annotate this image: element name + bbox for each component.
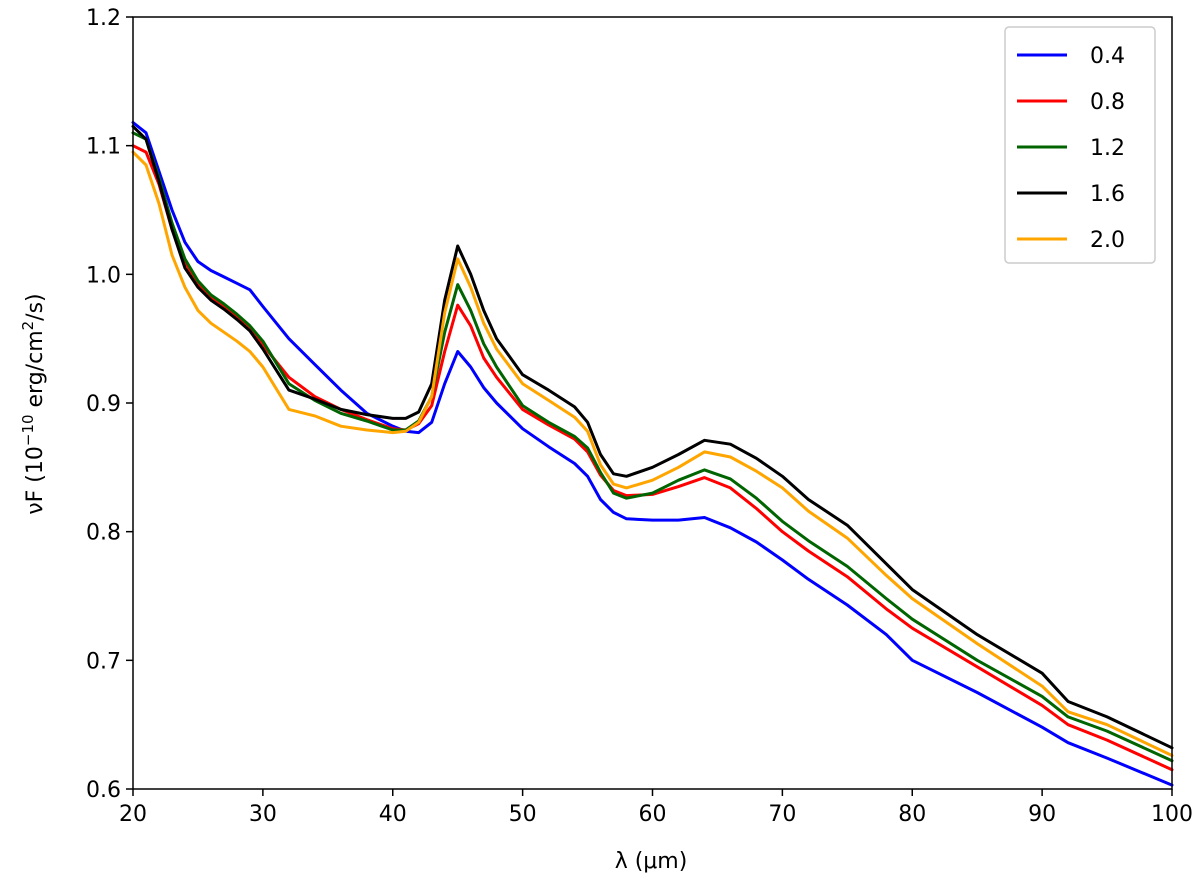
legend-label: 1.2: [1090, 136, 1125, 161]
series-line-1-6: [131, 124, 1174, 750]
legend-label: 0.4: [1090, 44, 1125, 69]
series-line-1-2: [131, 131, 1174, 763]
x-tick-label: 60: [639, 802, 667, 827]
series-line-0-8: [131, 144, 1174, 772]
legend: 0.4 0.8 1.2 1.6 2.0: [1004, 26, 1156, 264]
x-tick-label: 80: [898, 802, 926, 827]
x-axis-label: λ (μm): [615, 849, 688, 874]
x-tick-label: 100: [1151, 802, 1193, 827]
x-tick-label: 40: [379, 802, 407, 827]
legend-label: 1.6: [1090, 182, 1125, 207]
x-tick-label: 70: [768, 802, 796, 827]
legend-label: 0.8: [1090, 90, 1125, 115]
y-tick-label: 0.7: [86, 649, 121, 674]
y-tick-label: 0.9: [86, 392, 121, 417]
y-tick-label: 0.8: [86, 521, 121, 546]
x-tick-label: 20: [119, 802, 147, 827]
y-tick-label: 1.1: [86, 135, 121, 160]
series-line-0-4: [131, 121, 1174, 787]
series-layer: [131, 121, 1174, 787]
x-tick-label: 30: [249, 802, 277, 827]
x-tick-label: 50: [509, 802, 537, 827]
y-axis-label: νF (10−10 erg/cm2/s): [19, 293, 48, 514]
axes-layer: 20 30 40 50 60 70 80 90 100 0.6 0.7 0.8 0.9 1.0 1.1 1.2: [86, 6, 1193, 827]
y-tick-label: 0.6: [86, 778, 121, 803]
y-tick-label: 1.2: [86, 6, 121, 31]
x-tick-label: 90: [1028, 802, 1056, 827]
legend-label: 2.0: [1090, 228, 1125, 253]
series-line-2-0: [131, 150, 1174, 757]
legend-box: [1004, 26, 1156, 264]
y-tick-label: 1.0: [86, 263, 121, 288]
